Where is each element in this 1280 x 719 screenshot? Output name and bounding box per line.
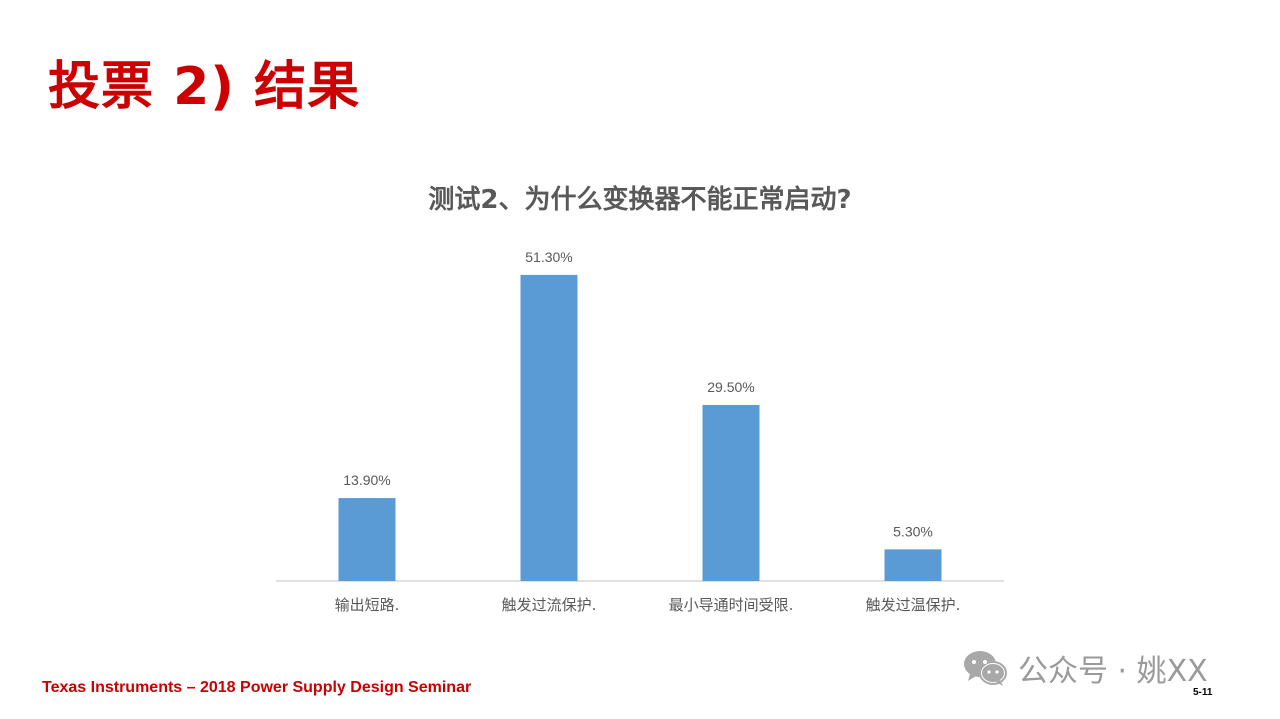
bar-4 — [884, 549, 942, 581]
chart-title: 测试2、为什么变换器不能正常启动? — [428, 184, 851, 215]
value-label-1: 13.90% — [343, 472, 390, 488]
footer-text: Texas Instruments – 2018 Power Supply De… — [42, 679, 472, 696]
category-label-group: 输出短路. 触发过流保护. 最小导通时间受限. 触发过温保护. — [335, 596, 961, 614]
value-label-2: 51.30% — [525, 249, 572, 265]
value-label-3: 29.50% — [707, 379, 754, 395]
slide-title: 投票 2) 结果 — [48, 57, 361, 117]
category-label-2: 触发过流保护. — [502, 596, 597, 614]
bar-2 — [520, 274, 578, 581]
value-label-group: 13.90% 51.30% 29.50% 5.30% — [343, 249, 933, 539]
category-label-3: 最小导通时间受限. — [669, 596, 794, 614]
page-number: 5-11 — [1193, 687, 1213, 698]
watermark-text: 公众号 · 姚XX — [1018, 654, 1208, 689]
wechat-icon — [964, 651, 1007, 686]
watermark: 公众号 · 姚XX — [962, 646, 1208, 690]
bar-3 — [702, 404, 760, 581]
bar-group — [338, 274, 942, 581]
value-label-4: 5.30% — [893, 523, 933, 539]
category-label-4: 触发过温保护. — [866, 596, 961, 614]
bar-1 — [338, 498, 396, 581]
category-label-1: 输出短路. — [335, 596, 400, 614]
